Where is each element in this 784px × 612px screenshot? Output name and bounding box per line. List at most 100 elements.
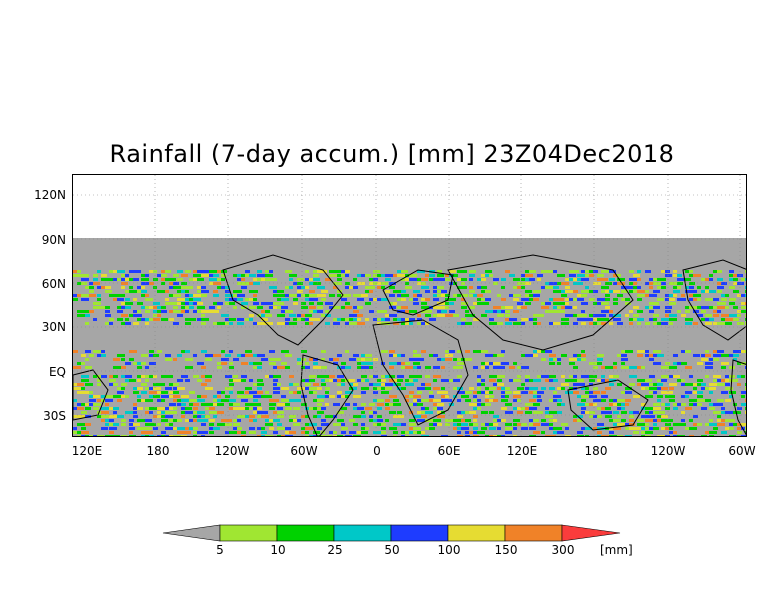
rainfall-cell (429, 274, 435, 277)
rainfall-cell (453, 314, 459, 317)
rainfall-cell (229, 399, 236, 402)
rainfall-cell (661, 387, 668, 390)
rainfall-cell (105, 435, 113, 436)
rainfall-cell (261, 302, 267, 305)
rainfall-cell (229, 302, 235, 305)
rainfall-cell (513, 310, 519, 313)
rainfall-cell (413, 415, 421, 418)
rainfall-cell (329, 379, 334, 382)
rainfall-cell (685, 350, 691, 353)
rainfall-cell (133, 270, 141, 273)
rainfall-cell (169, 427, 174, 430)
rainfall-cell (101, 415, 109, 418)
rainfall-cell (665, 362, 670, 365)
rainfall-cell (533, 354, 538, 357)
rainfall-cell (197, 290, 203, 293)
rainfall-cell (453, 395, 457, 398)
rainfall-cell (161, 282, 165, 285)
rainfall-cell (193, 415, 198, 418)
rainfall-cell (605, 415, 612, 418)
rainfall-cell (249, 415, 255, 418)
rainfall-cell (269, 419, 274, 422)
rainfall-cell (373, 358, 378, 361)
rainfall-cell (601, 375, 605, 378)
rainfall-cell (153, 302, 160, 305)
rainfall-cell (589, 415, 595, 418)
rainfall-cell (477, 399, 481, 402)
rainfall-cell (317, 403, 322, 406)
rainfall-cell (377, 286, 382, 289)
rainfall-cell (729, 278, 736, 281)
rainfall-cell (405, 379, 410, 382)
rainfall-cell (381, 383, 388, 386)
rainfall-cell (189, 411, 196, 414)
rainfall-cell (609, 383, 614, 386)
rainfall-cell (629, 278, 633, 281)
rainfall-cell (129, 290, 137, 293)
rainfall-cell (705, 286, 709, 289)
rainfall-cell (201, 310, 209, 313)
rainfall-cell (269, 358, 274, 361)
rainfall-cell (525, 375, 530, 378)
rainfall-cell (397, 274, 405, 277)
x-axis-label: 60W (290, 444, 318, 458)
rainfall-cell (713, 322, 717, 325)
rainfall-cell (285, 407, 292, 410)
rainfall-cell (209, 282, 213, 285)
rainfall-cell (741, 427, 746, 430)
rainfall-cell (585, 278, 589, 281)
rainfall-cell (665, 427, 672, 430)
rainfall-cell (209, 431, 214, 434)
rainfall-cell (297, 391, 301, 394)
rainfall-cell (201, 366, 206, 369)
legend-tick-label: 5 (216, 543, 224, 557)
rainfall-cell (657, 322, 662, 325)
rainfall-cell (381, 298, 388, 301)
rainfall-cell (441, 391, 448, 394)
rainfall-cell (401, 354, 405, 357)
rainfall-cell (413, 395, 421, 398)
rainfall-cell (121, 383, 127, 386)
rainfall-cell (97, 375, 103, 378)
rainfall-cell (701, 318, 705, 321)
rainfall-cell (221, 274, 226, 277)
rainfall-cell (473, 435, 479, 436)
rainfall-cell (653, 407, 661, 410)
rainfall-cell (325, 310, 329, 313)
rainfall-cell (681, 403, 686, 406)
rainfall-cell (597, 407, 603, 410)
rainfall-cell (709, 391, 713, 394)
rainfall-cell (477, 375, 481, 378)
rainfall-cell (601, 314, 606, 317)
rainfall-cell (241, 278, 245, 281)
rainfall-cell (449, 379, 453, 382)
rainfall-cell (353, 306, 357, 309)
rainfall-cell (653, 314, 659, 317)
rainfall-cell (349, 358, 356, 361)
rainfall-cell (301, 294, 306, 297)
rainfall-cell (165, 375, 169, 378)
rainfall-cell (489, 423, 496, 426)
rainfall-cell (317, 411, 324, 414)
rainfall-cell (109, 379, 116, 382)
rainfall-cell (173, 435, 179, 436)
rainfall-cell (541, 387, 546, 390)
rainfall-cell (581, 399, 586, 402)
rainfall-cell (641, 366, 645, 369)
rainfall-cell (293, 298, 298, 301)
rainfall-cell (645, 435, 651, 436)
rainfall-cell (589, 379, 595, 382)
rainfall-cell (461, 318, 466, 321)
rainfall-cell (345, 294, 351, 297)
rainfall-cell (317, 415, 321, 418)
rainfall-cell (309, 391, 314, 394)
rainfall-cell (505, 270, 510, 273)
rainfall-cell (273, 387, 280, 390)
rainfall-cell (541, 270, 547, 273)
rainfall-cell (457, 350, 461, 353)
rainfall-cell (433, 387, 440, 390)
rainfall-cell (169, 435, 173, 436)
rainfall-cell (705, 366, 713, 369)
rainfall-cell (637, 270, 641, 273)
rainfall-cell (733, 354, 739, 357)
